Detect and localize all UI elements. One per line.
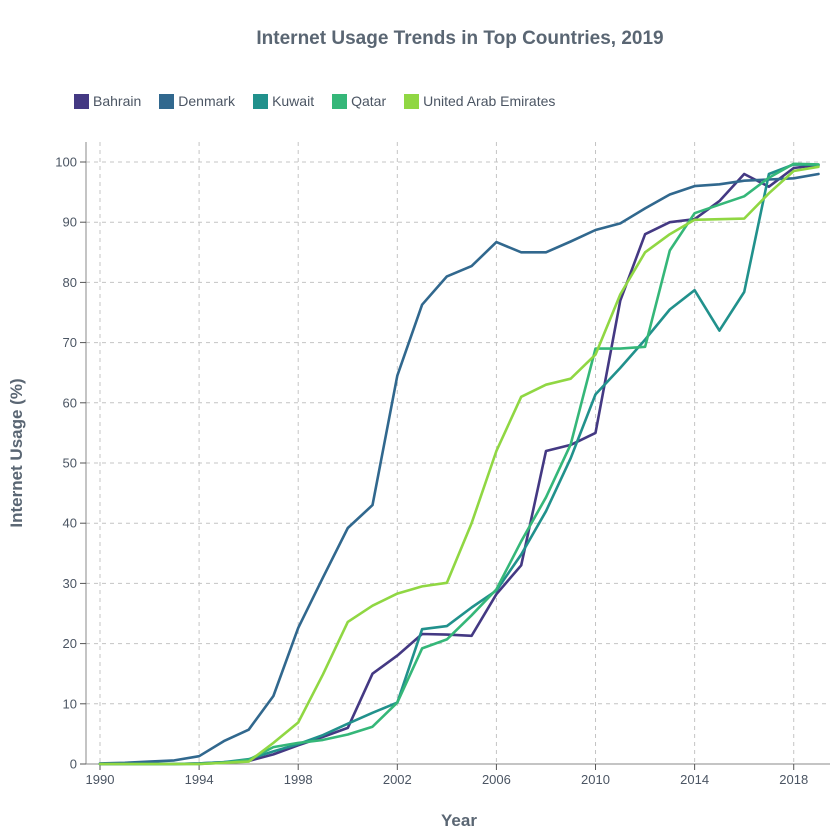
chart-title: Internet Usage Trends in Top Countries, …: [256, 28, 664, 49]
legend-label: Qatar: [351, 93, 387, 109]
y-tick-label: 30: [63, 576, 77, 591]
grid: [86, 142, 830, 765]
y-tick-label: 10: [63, 696, 77, 711]
series-line-bahrain: [98, 163, 820, 766]
y-tick-label: 40: [63, 516, 77, 531]
legend-label: Bahrain: [93, 93, 142, 109]
x-tick-label: 2006: [482, 772, 511, 787]
legend-label: United Arab Emirates: [423, 93, 556, 109]
x-axis-title: Year: [441, 811, 477, 830]
x-tick-label: 1990: [86, 772, 115, 787]
x-tick-label: 2018: [779, 772, 808, 787]
legend-swatch: [74, 93, 89, 109]
legend-item[interactable]: United Arab Emirates: [404, 93, 555, 109]
axes: 0 10 20 30 40 50 60 70 80 90 100 1990 1994 1998 2002 20…: [55, 142, 830, 787]
legend-swatch: [159, 93, 175, 109]
x-tick-label: 2014: [680, 772, 709, 787]
x-tick-label: 2002: [383, 772, 412, 787]
y-tick-label: 50: [63, 456, 77, 471]
legend-item[interactable]: Qatar: [332, 93, 386, 109]
series-line-qatar: [98, 162, 820, 766]
x-tick-label: 2010: [581, 772, 610, 787]
y-tick-label: 80: [63, 275, 77, 290]
series-line-kuwait: [98, 163, 820, 766]
legend-item[interactable]: Kuwait: [253, 93, 314, 109]
legend-swatch: [404, 93, 420, 109]
y-axis-title: Internet Usage (%): [7, 378, 26, 527]
y-tick-label: 0: [70, 757, 77, 772]
y-tick-label: 90: [63, 215, 77, 230]
legend-swatch: [332, 93, 348, 109]
legend-item[interactable]: Bahrain: [74, 93, 141, 109]
y-tick-label: 60: [63, 395, 77, 410]
legend-label: Kuwait: [272, 93, 315, 109]
legend-swatch: [253, 93, 269, 109]
y-tick-label: 20: [63, 636, 77, 651]
y-tick-label: 100: [55, 155, 77, 170]
series-line-denmark: [98, 172, 820, 765]
series-line-united-arab-emirates: [98, 165, 820, 766]
legend-label: Denmark: [178, 93, 236, 109]
y-tick-label: 70: [63, 335, 77, 350]
legend-item[interactable]: Denmark: [159, 93, 235, 109]
series-lines: [98, 162, 820, 766]
x-tick-label: 1994: [185, 772, 214, 787]
legend: Bahrain Denmark Kuwait Qatar United Arab Emi…: [74, 93, 573, 109]
x-tick-label: 1998: [284, 772, 313, 787]
